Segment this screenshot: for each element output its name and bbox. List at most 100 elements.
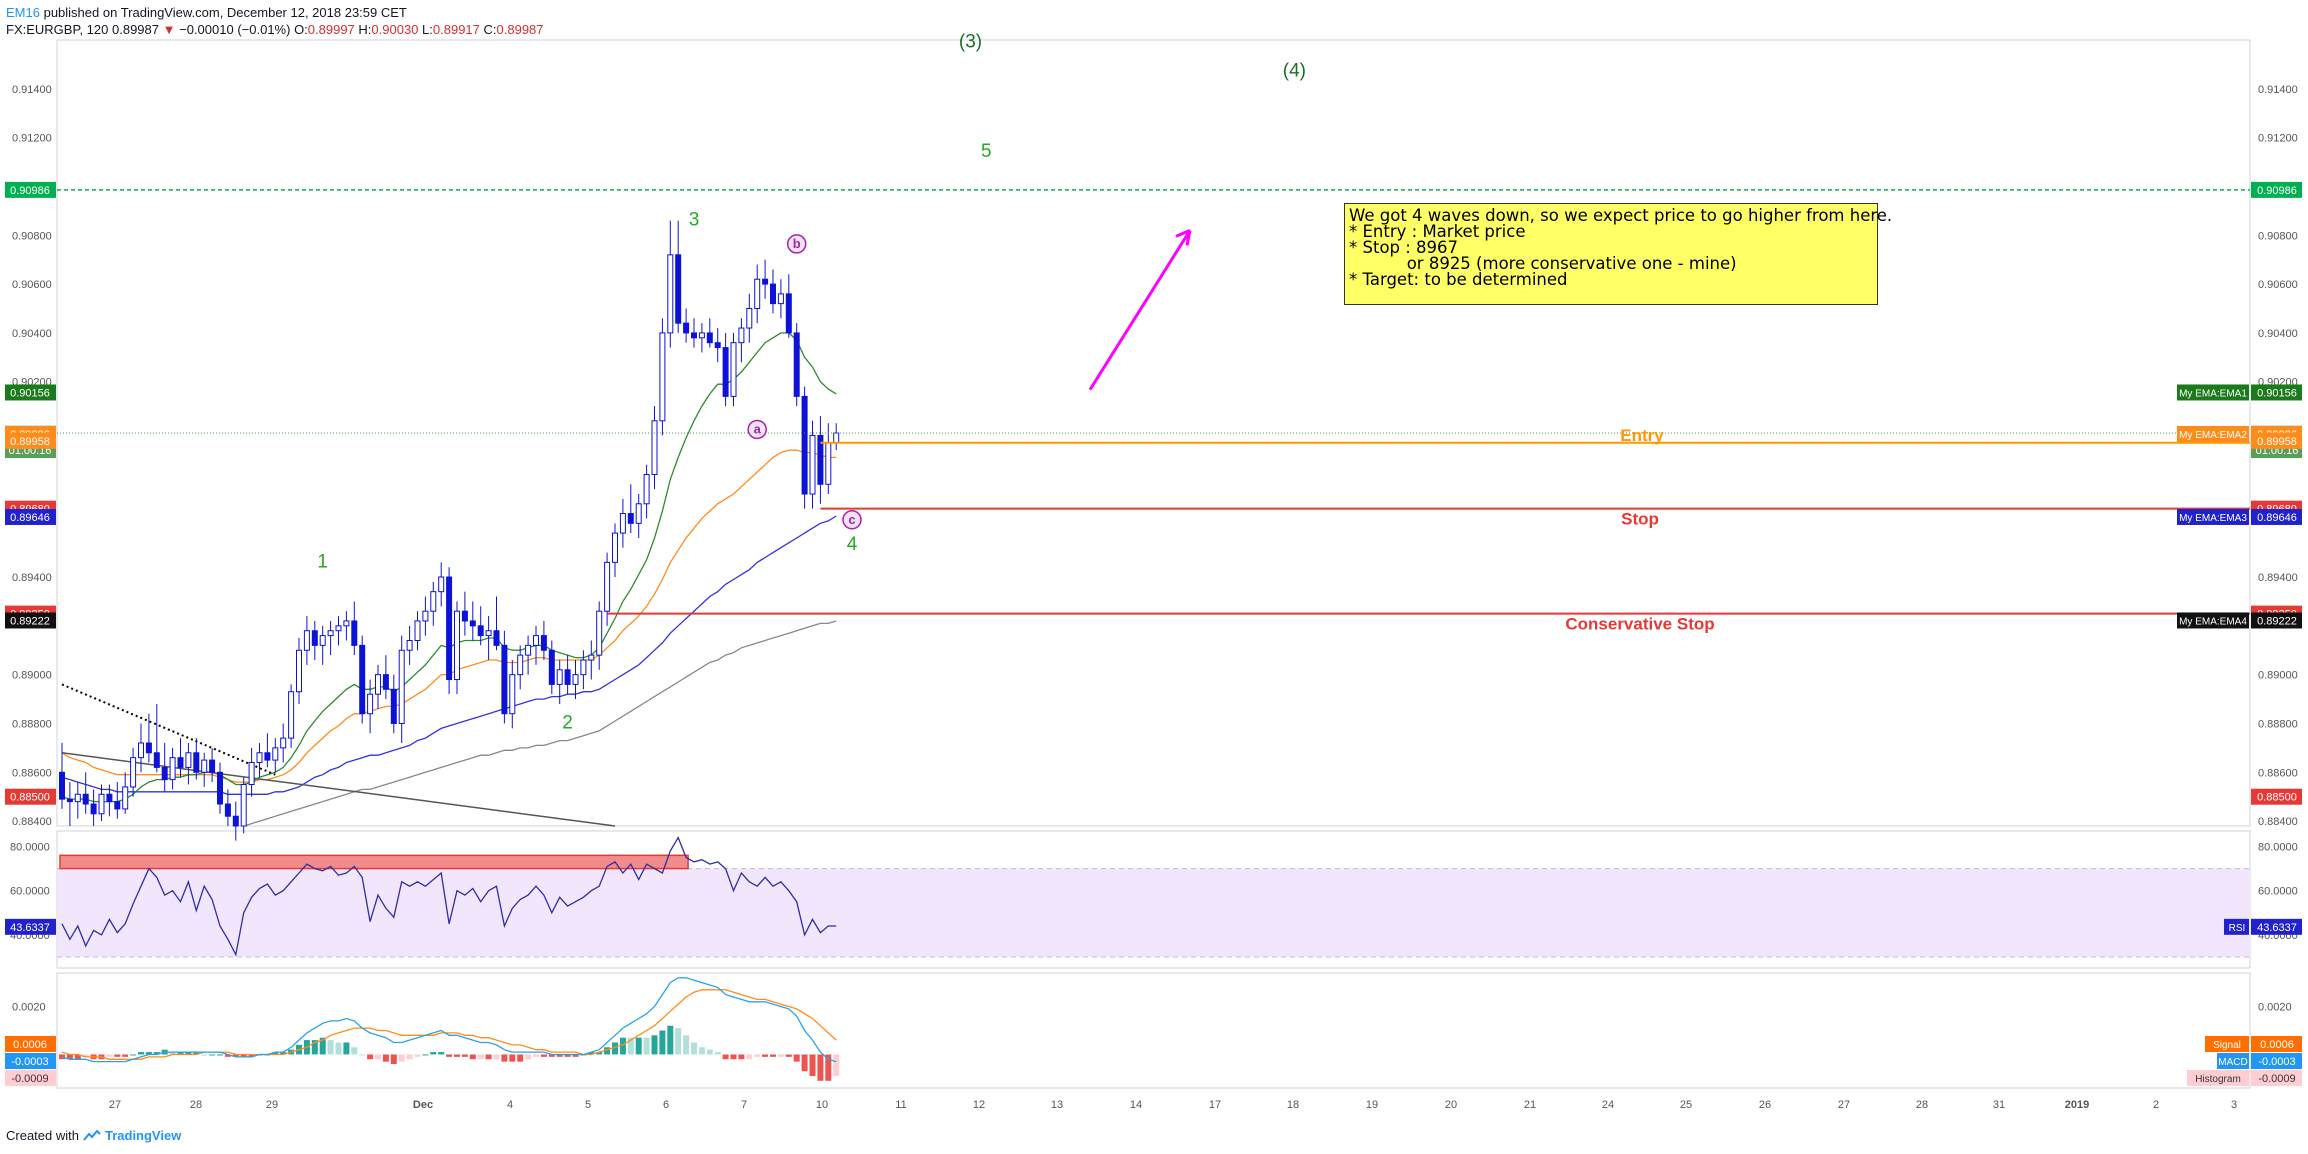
ema-tag-bg: [2177, 612, 2249, 629]
candle-body: [359, 644, 366, 715]
price-label-left-bg: [5, 181, 56, 198]
time-tick: 31: [1993, 1099, 2005, 1111]
time-tick: 27: [1838, 1099, 1850, 1111]
candle-body: [280, 737, 287, 749]
rsi-value-right: 43.6337: [2257, 922, 2297, 934]
macd-histogram-bar: [540, 1054, 547, 1057]
macd-histogram-bar: [477, 1054, 484, 1060]
candle-body: [501, 644, 508, 715]
macd-histogram-bar: [785, 1054, 792, 1057]
price-tick-left: 0.88400: [12, 816, 52, 828]
macd-histogram-bar: [343, 1042, 350, 1055]
macd-histogram-bar: [675, 1028, 682, 1055]
time-tick: 2: [2153, 1099, 2159, 1111]
price-label-right-bg: [2251, 181, 2302, 198]
candle-body: [343, 620, 350, 627]
candle-body: [327, 630, 334, 637]
candle-body: [564, 669, 571, 685]
price-label-left: 0.89958: [10, 436, 50, 448]
rsi-value-left-bg: [5, 918, 56, 935]
candle-body: [288, 691, 295, 739]
macd-value-right-bg: [2251, 1070, 2302, 1086]
macd-histogram-bar: [596, 1052, 603, 1055]
macd-histogram-bar: [185, 1052, 192, 1055]
wave-label: c: [848, 512, 855, 527]
macd-histogram-bar: [604, 1047, 611, 1055]
price-label-right-bg: [2251, 432, 2302, 449]
time-tick: 24: [1602, 1099, 1614, 1111]
macd-histogram-bar: [485, 1054, 492, 1060]
price-label-left: 0.89646: [10, 512, 50, 524]
projection-arrow-head: [1175, 229, 1192, 246]
macd-histogram-bar: [224, 1054, 231, 1057]
candle-body: [485, 630, 492, 637]
price-label-right: 0.89958: [2257, 436, 2297, 448]
macd-value-left-bg: [5, 1036, 56, 1052]
price-tick-right: 0.91400: [2258, 84, 2298, 96]
macd-histogram-bar: [82, 1054, 89, 1057]
macd-histogram-bar: [533, 1054, 539, 1057]
macd-histogram-bar: [319, 1037, 326, 1055]
candle-body: [533, 635, 539, 646]
price-label-right-bg: [2251, 788, 2302, 805]
macd-histogram-bar: [817, 1054, 824, 1081]
candle-body: [580, 659, 587, 676]
tradingview-link[interactable]: TradingView: [104, 1128, 182, 1143]
candle-body: [469, 620, 476, 627]
candle-body: [770, 283, 776, 305]
macd-histogram-bar: [367, 1054, 374, 1060]
high-value: 0.90030: [371, 22, 419, 37]
macd-histogram-bar: [414, 1054, 421, 1057]
candle-body: [390, 688, 397, 724]
price-tick-left: 0.91200: [12, 133, 52, 145]
wave-label: 4: [847, 534, 858, 555]
macd-histogram-bar: [272, 1052, 279, 1055]
candle-body: [477, 625, 484, 637]
candle-body: [793, 332, 800, 397]
time-tick: 18: [1287, 1099, 1299, 1111]
ema1-line: [61, 332, 837, 803]
macd-pane: [56, 972, 2251, 1089]
price-tick-right: 0.88800: [2258, 718, 2298, 730]
macd-histogram-bar: [635, 1037, 642, 1055]
wave-label: 2: [562, 712, 573, 733]
down-arrow-icon: ▼: [162, 22, 176, 37]
macd-tag: MACD: [2218, 1057, 2247, 1068]
macd-histogram-bar: [469, 1054, 476, 1060]
macd-histogram-bar: [730, 1054, 737, 1060]
candle-body: [138, 742, 144, 759]
candle-body: [509, 674, 516, 715]
candle-body: [667, 254, 674, 334]
macd-histogram-bar: [280, 1052, 287, 1055]
candle-body: [311, 630, 318, 646]
wave-label-circle: [747, 419, 767, 440]
macd-histogram-bar: [754, 1054, 761, 1057]
analysis-note[interactable]: We got 4 waves down, so we expect price …: [1344, 203, 1892, 305]
publisher-name[interactable]: EM16: [6, 5, 40, 20]
entry-label: Entry: [1620, 426, 1664, 445]
time-tick: 10: [816, 1099, 828, 1111]
time-tick: 26: [1759, 1099, 1771, 1111]
candle-body: [556, 669, 563, 685]
note-line: * Entry : Market price: [1349, 222, 1526, 241]
stop-label: Stop: [1621, 510, 1659, 529]
macd-tag-bg: [2187, 1070, 2249, 1086]
time-tick: 17: [1209, 1099, 1221, 1111]
projection-arrow: [1088, 229, 1192, 391]
macd-histogram-bar: [359, 1054, 366, 1056]
macd-value-right: 0.0006: [2260, 1039, 2294, 1051]
macd-histogram-bar: [793, 1054, 800, 1062]
price-label-left-bg: [5, 384, 56, 401]
candle-body: [303, 630, 310, 651]
candle-body: [82, 793, 89, 805]
candle-body: [272, 747, 279, 761]
macd-tick-right: 0.0020: [2258, 1002, 2292, 1014]
macd-tag-bg: [2205, 1036, 2249, 1052]
candle-body: [659, 332, 666, 422]
open-label: O:: [294, 22, 308, 37]
price-tick-right: 0.89400: [2258, 572, 2298, 584]
candle-body: [588, 654, 595, 661]
rsi-tick-right: 80.0000: [2258, 841, 2298, 853]
candle-body: [422, 610, 429, 622]
